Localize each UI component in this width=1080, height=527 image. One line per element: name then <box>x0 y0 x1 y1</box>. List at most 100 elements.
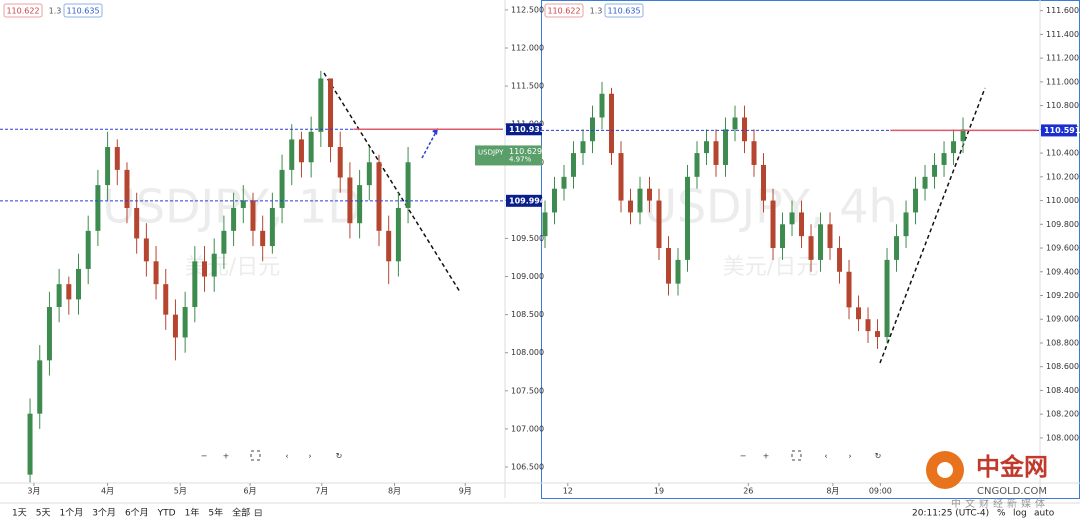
axis-option[interactable]: log <box>1013 509 1027 519</box>
range-button[interactable]: 3个月 <box>92 508 116 519</box>
y-tick-label: 107.500 <box>511 386 544 395</box>
y-tick-label: 109.000 <box>511 272 544 281</box>
candle-body <box>231 207 237 231</box>
reset[interactable]: ↻ <box>336 452 343 461</box>
candle-body <box>269 207 275 247</box>
axis-option[interactable]: % <box>997 509 1006 519</box>
candle-body <box>656 200 662 249</box>
candle-body <box>770 200 776 249</box>
zoom-out[interactable]: − <box>201 452 208 461</box>
reset-zoom[interactable] <box>250 450 261 461</box>
x-tick-label: 8月 <box>388 487 401 496</box>
y-tick-label: 112.000 <box>511 43 544 52</box>
y-tick-label: 111.000 <box>1046 77 1079 86</box>
candle-body <box>37 360 43 414</box>
candle-body <box>27 413 33 475</box>
candle-body <box>570 153 576 177</box>
y-tick-label: 111.200 <box>1046 54 1079 63</box>
candle-body <box>376 162 382 231</box>
candle-body <box>827 224 833 249</box>
x-tick-label: 12 <box>563 487 573 496</box>
zoom-controls[interactable]: − + ‹ › ↻ − + ‹ › ↻ <box>201 450 882 461</box>
candle-body <box>780 224 786 249</box>
candle-body <box>211 253 217 277</box>
range-button[interactable]: 5天 <box>36 509 51 519</box>
candle-body <box>221 230 227 254</box>
scroll-left[interactable]: ‹ <box>824 452 827 461</box>
candle-body <box>202 261 208 277</box>
y-tick-label: 111.600 <box>1046 6 1079 15</box>
candle-body <box>913 188 919 213</box>
x-tick-label: 9月 <box>459 487 472 496</box>
quote-box <box>604 3 644 18</box>
price-badge-label: 110.933 <box>509 125 545 134</box>
candle-body <box>85 230 91 269</box>
candle-body <box>799 212 805 237</box>
candle-body <box>328 78 334 148</box>
scroll-right[interactable]: › <box>308 452 311 461</box>
y-tick-label: 108.200 <box>1046 410 1079 419</box>
candle-body <box>124 169 130 208</box>
candle-body <box>894 236 900 260</box>
zoom-in[interactable]: + <box>223 452 230 461</box>
y-tick-label: 108.000 <box>1046 433 1079 442</box>
y-tick-label: 110.200 <box>1046 172 1079 181</box>
candle-body <box>856 307 862 320</box>
candle-body <box>66 284 72 300</box>
candle-body <box>941 153 947 165</box>
candle-body <box>56 284 62 308</box>
candle-body <box>599 93 605 118</box>
date-range-icon[interactable]: ⊟ <box>254 508 262 519</box>
reset-zoom[interactable] <box>791 450 802 461</box>
y-tick-label: 107.000 <box>511 424 544 433</box>
reset[interactable]: ↻ <box>875 452 882 461</box>
range-button[interactable]: YTD <box>157 509 176 519</box>
candle-body <box>732 117 738 130</box>
y-tick-label: 111.500 <box>511 82 544 91</box>
candle-body <box>347 177 353 224</box>
candle-body <box>951 141 957 154</box>
candle-body <box>685 176 691 260</box>
zoom-in[interactable]: + <box>763 452 770 461</box>
candle-body <box>76 268 82 300</box>
candle-body <box>837 248 843 272</box>
candle-body <box>153 261 159 285</box>
candle-body <box>618 153 624 201</box>
candle-body <box>751 141 757 165</box>
range-button[interactable]: 1个月 <box>59 508 83 519</box>
y-tick-label: 108.500 <box>511 310 544 319</box>
candle-body <box>240 200 246 208</box>
scroll-left[interactable]: ‹ <box>285 452 288 461</box>
candle-body <box>95 185 101 231</box>
range-button[interactable]: 6个月 <box>125 508 149 519</box>
candle-body <box>608 93 614 154</box>
scroll-right[interactable]: › <box>848 452 851 461</box>
candle-body <box>808 236 814 260</box>
x-tick-label: 7月 <box>315 487 328 496</box>
range-button[interactable]: 1天 <box>12 509 27 519</box>
candle-body <box>875 331 881 338</box>
quote-box <box>3 3 43 18</box>
candle-body <box>551 188 557 213</box>
candle-body <box>405 162 411 208</box>
range-button[interactable]: 全部 <box>232 507 250 519</box>
price-badge-label: 109.994 <box>509 196 546 205</box>
logo-site: CNGOLD.COM <box>977 486 1047 497</box>
candle-body <box>114 147 120 170</box>
x-tick-label: 4月 <box>101 487 114 496</box>
zoom-out[interactable]: − <box>740 452 747 461</box>
trend-line <box>879 87 986 364</box>
candle-body <box>46 307 52 361</box>
axis-option[interactable]: auto <box>1034 509 1055 519</box>
logo-icon <box>937 462 953 478</box>
y-tick-label: 108.000 <box>511 348 544 357</box>
y-tick-label: 108.600 <box>1046 362 1079 371</box>
change-label: 4.97% <box>509 155 532 163</box>
quote-box <box>63 3 103 18</box>
range-button[interactable]: 1年 <box>185 507 200 519</box>
range-button[interactable]: 5年 <box>208 507 223 519</box>
candle-body <box>260 230 266 247</box>
quote: 110.622 <box>6 7 39 16</box>
candle-body <box>903 212 909 237</box>
